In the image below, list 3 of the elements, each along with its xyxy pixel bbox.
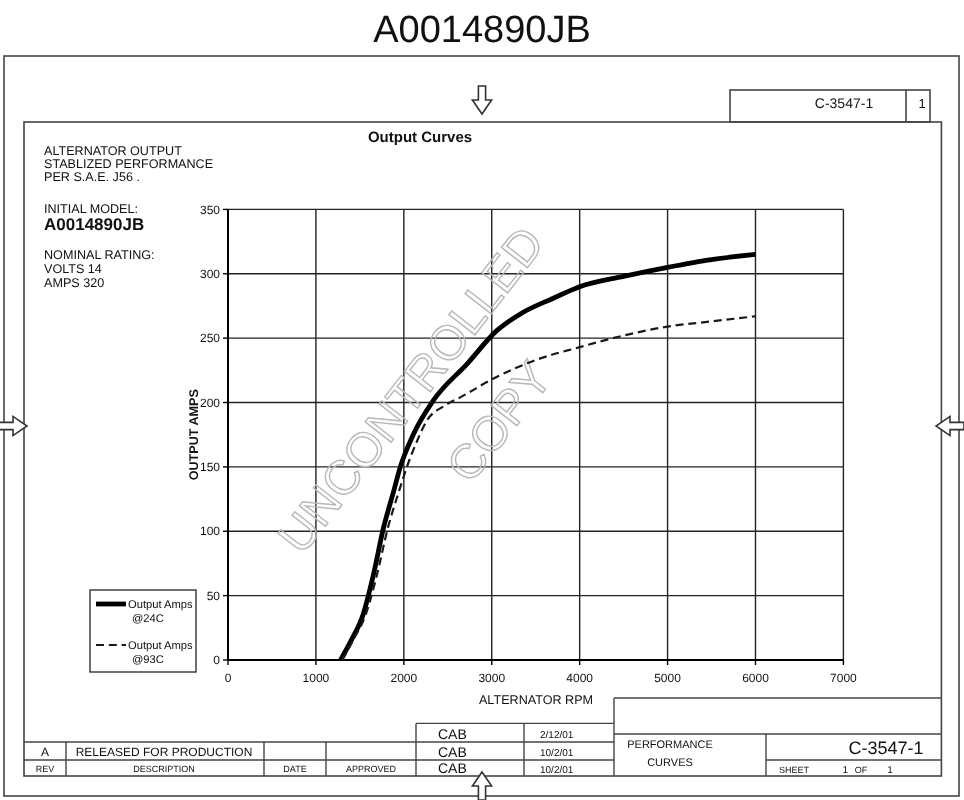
text: A0014890JB bbox=[373, 10, 591, 52]
text: A0014890JB bbox=[44, 214, 145, 234]
text: C-3547-1 bbox=[848, 738, 924, 758]
